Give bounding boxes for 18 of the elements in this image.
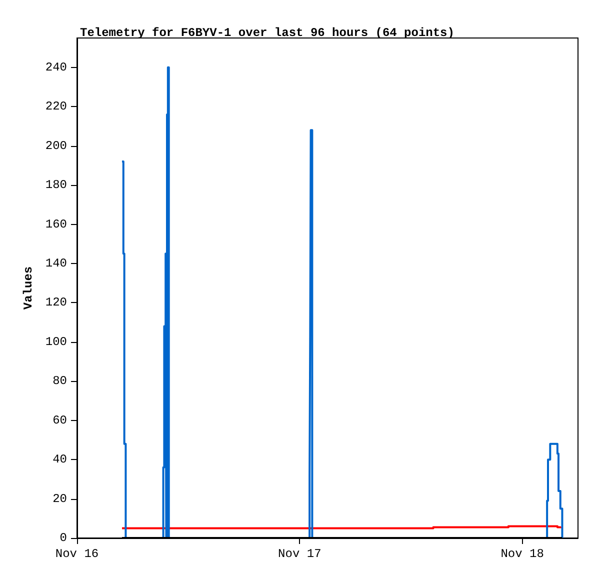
y-tick-label: 140 — [45, 256, 67, 270]
y-tick-label: 160 — [45, 217, 67, 232]
y-tick-label: 80 — [52, 374, 67, 388]
y-tick-label: 180 — [45, 178, 67, 192]
y-tick-label: 20 — [52, 492, 67, 506]
y-tick-label: 40 — [52, 452, 67, 467]
y-tick-label: 0 — [60, 531, 67, 545]
y-tick-label: 120 — [45, 296, 67, 310]
x-tick-label: Nov 18 — [500, 547, 544, 561]
y-tick-label: 60 — [52, 413, 67, 428]
chart-title: Telemetry for F6BYV-1 over last 96 hours (64 points) — [80, 26, 454, 40]
y-axis-title: Values — [21, 266, 36, 310]
x-tick-label: Nov 17 — [278, 547, 322, 561]
y-tick-label: 200 — [45, 138, 67, 153]
x-tick-label: Nov 16 — [55, 547, 99, 561]
y-tick-label: 240 — [45, 60, 67, 74]
y-tick-label: 220 — [45, 100, 67, 114]
y-tick-label: 100 — [45, 334, 67, 349]
